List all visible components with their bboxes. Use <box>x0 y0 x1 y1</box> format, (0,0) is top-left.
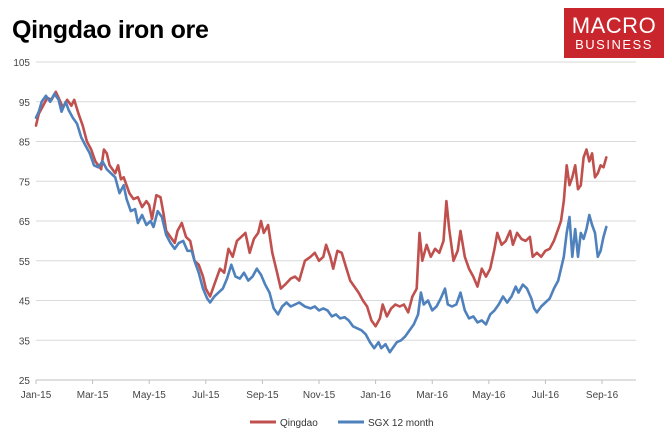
series-line-qingdao <box>34 90 608 328</box>
y-tick-label: 75 <box>19 177 31 188</box>
logo-line-2: BUSINESS <box>575 37 653 52</box>
y-tick-label: 85 <box>19 138 31 149</box>
y-tick-label: 25 <box>19 376 31 387</box>
x-tick-label: Jan-15 <box>21 390 52 401</box>
x-tick-label: Nov-15 <box>303 390 336 401</box>
chart-title: Qingdao iron ore <box>12 16 209 44</box>
series-lines <box>34 90 608 354</box>
y-tick-label: 35 <box>19 336 31 347</box>
x-tick-label: Jan-16 <box>360 390 391 401</box>
x-axis-ticks: Jan-15 Mar-15 May-15 Jul-15 Sep-15 Nov-15 Jan-… <box>21 380 619 401</box>
x-tick-label: Sep-16 <box>586 390 619 401</box>
y-tick-label: 105 <box>13 58 30 69</box>
y-tick-label: 65 <box>19 217 31 228</box>
x-tick-label: May-16 <box>472 390 506 401</box>
macrobusiness-logo: MACRO BUSINESS <box>564 8 664 58</box>
x-tick-label: Mar-15 <box>77 390 109 401</box>
legend-label: Qingdao <box>280 418 318 429</box>
x-tick-label: Sep-15 <box>246 390 279 401</box>
grid-lines <box>36 61 636 381</box>
legend-label: SGX 12 month <box>368 418 434 429</box>
x-tick-label: Mar-16 <box>416 390 448 401</box>
y-tick-label: 45 <box>19 297 31 308</box>
logo-line-1: MACRO <box>571 13 657 38</box>
y-axis-ticks: 25 35 45 55 65 75 85 95 105 <box>13 58 30 387</box>
x-tick-label: May-15 <box>133 390 167 401</box>
y-tick-label: 55 <box>19 257 31 268</box>
y-tick-label: 95 <box>19 98 31 109</box>
legend: Qingdao SGX 12 month <box>250 418 434 429</box>
x-tick-label: Jul-16 <box>532 390 560 401</box>
x-tick-label: Jul-15 <box>192 390 220 401</box>
series-line-sgx-12-month <box>34 92 608 354</box>
